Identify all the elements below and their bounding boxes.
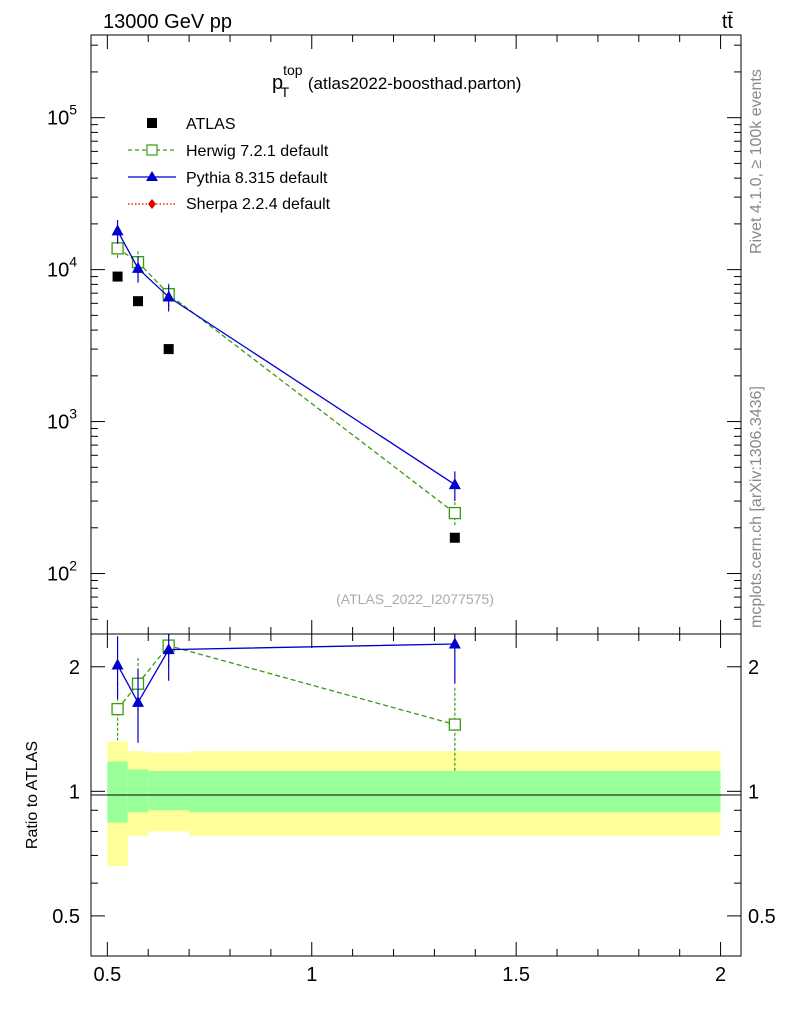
legend-herwig-label: Herwig 7.2.1 default (186, 143, 329, 160)
herwig-ratio-point (448, 718, 461, 731)
herwig-point (111, 242, 124, 255)
atlas-data-point (112, 271, 123, 282)
atlas-data-point (133, 296, 144, 307)
herwig-ratio-point (111, 702, 124, 716)
chart-title-suffix: (atlas2022-boosthad.parton) (303, 74, 521, 93)
side-label-rivet: Rivet 4.1.0, ≥ 100k events (748, 69, 765, 254)
y-tick-label-main: 102 (47, 558, 77, 586)
stat-uncertainty-band (127, 769, 149, 813)
header-right: tt̄ (722, 11, 734, 33)
header-left: 13000 GeV pp (103, 11, 232, 33)
pythia-ratio-point (111, 658, 124, 670)
atlas-data-point (449, 532, 460, 543)
y-tick-label-main: 103 (47, 406, 77, 434)
y-tick-label-base: 10 (47, 564, 69, 586)
y-tick-label-base: 10 (47, 260, 69, 282)
analysis-watermark: (ATLAS_2022_I2077575) (336, 591, 494, 607)
stat-uncertainty-band (189, 770, 721, 813)
pythia-point (111, 224, 124, 236)
y-tick-label-exp: 3 (69, 406, 77, 422)
pythia-series-line (117, 230, 456, 486)
legend-sherpa-label: Sherpa 2.2.4 default (186, 196, 331, 213)
chart-title: ptop T (atlas2022-boosthad.parton) (272, 62, 521, 100)
side-label-mcplots: mcplots.cern.ch [arXiv:1306.3436] (748, 386, 765, 628)
uncertainty-bands (107, 741, 721, 867)
stat-uncertainty-band (148, 770, 190, 811)
y-tick-label-main: 104 (47, 254, 77, 282)
pythia-point (132, 261, 145, 273)
chart-title-sub: T (281, 84, 290, 100)
y-tick-label-exp: 5 (69, 102, 77, 118)
x-tick-label: 0.5 (93, 964, 121, 986)
legend-pythia-marker (146, 171, 158, 181)
legend-herwig-marker (146, 144, 158, 156)
stat-uncertainty-band (107, 761, 128, 823)
y-tick-label-base: 10 (47, 108, 69, 130)
herwig-series-line (117, 247, 456, 514)
legend-atlas-label: ATLAS (186, 116, 236, 133)
pythia-ratio-point (132, 695, 145, 707)
pythia-point (448, 478, 461, 490)
x-tick-label: 1 (306, 964, 317, 986)
chart-title-sup: top (283, 62, 303, 78)
x-tick-label: 2 (715, 964, 726, 986)
y-tick-label-ratio: 0.5 (52, 906, 80, 928)
legend-sherpa-marker (148, 199, 156, 209)
y-tick-label-base: 10 (47, 412, 69, 434)
y-tick-label-exp: 4 (69, 254, 77, 270)
ratio-ylabel: Ratio to ATLAS (24, 741, 41, 849)
pythia-point (162, 290, 175, 302)
atlas-data-point (163, 344, 174, 355)
chart-title-main: p (272, 72, 283, 94)
herwig-ratio-line (117, 644, 456, 726)
herwig-point (448, 506, 461, 520)
pythia-ratio-point (448, 637, 461, 649)
y-tick-label-exp: 2 (69, 558, 77, 574)
pythia-ratio-point (162, 643, 175, 655)
legend: ATLAS Herwig 7.2.1 default Pythia 8.315 … (128, 116, 331, 213)
y-tick-label-ratio: 1 (69, 781, 80, 803)
x-tick-label: 1.5 (502, 964, 530, 986)
series-layer (111, 220, 461, 771)
legend-pythia-label: Pythia 8.315 default (186, 170, 328, 187)
y-tick-label-ratio: 2 (69, 657, 80, 679)
y-tick-label-ratio-right: 0.5 (748, 906, 776, 928)
y-tick-label-main: 105 (47, 102, 77, 130)
y-tick-label-ratio-right: 2 (748, 657, 759, 679)
legend-atlas-marker (147, 118, 157, 128)
y-tick-label-ratio-right: 1 (748, 781, 759, 803)
